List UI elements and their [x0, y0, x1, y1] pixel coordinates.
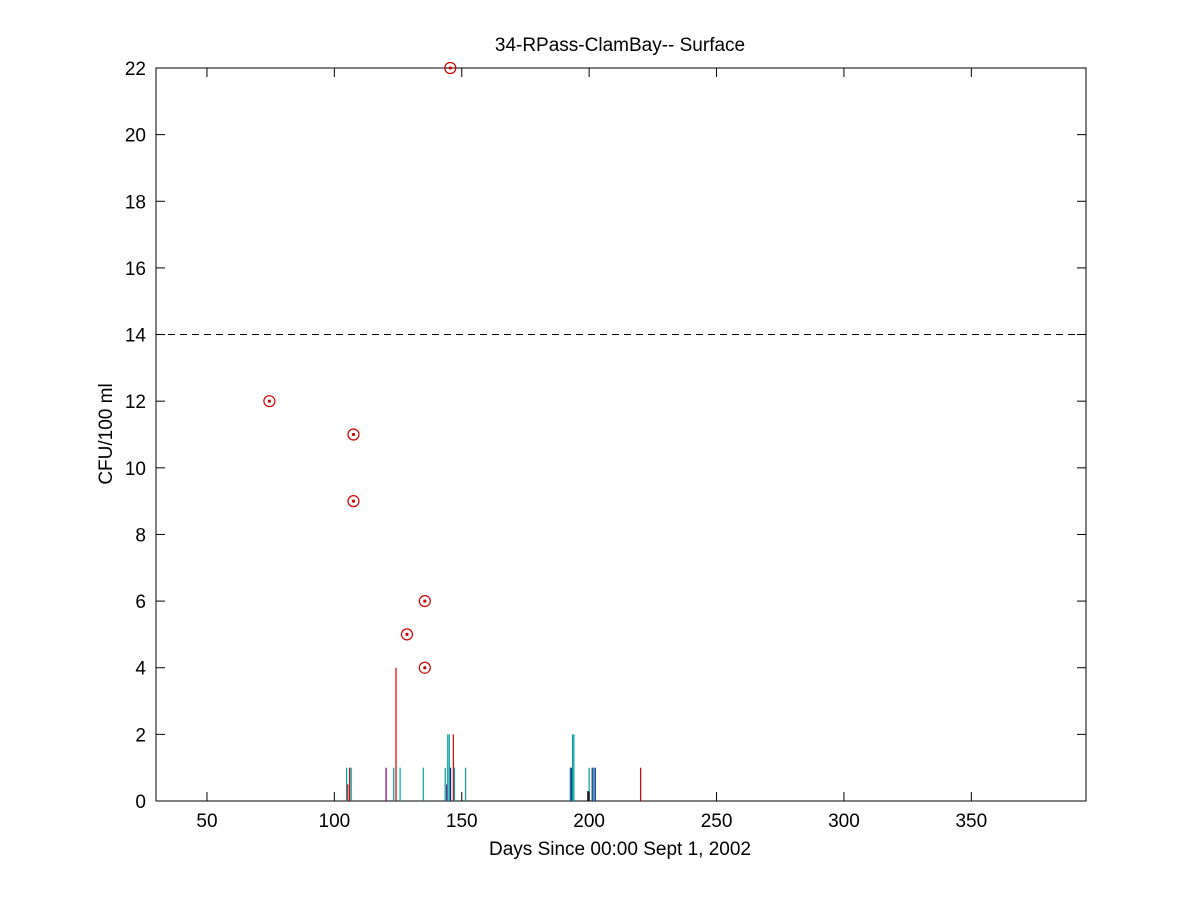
data-point	[418, 594, 431, 608]
y-tick-label: 20	[125, 126, 146, 147]
chart-title: 34-RPass-ClamBay-- Surface	[495, 35, 745, 56]
y-tick-label: 0	[135, 792, 146, 813]
stem-marks-group	[345, 667, 642, 801]
data-point	[418, 661, 431, 674]
plot-area-frame	[155, 67, 1087, 802]
y-tick-label: 6	[135, 592, 146, 613]
data-point	[400, 628, 414, 641]
x-tick-label: 150	[446, 811, 478, 832]
y-tick-label: 16	[125, 259, 146, 280]
data-points-group	[263, 61, 457, 674]
x-tick-label: 300	[828, 811, 860, 832]
x-tick-label: 200	[573, 811, 605, 832]
y-axis-ticks: 0 2 4 6 8 10 12 14 16 18 20 22	[125, 59, 1086, 813]
data-point	[347, 495, 360, 508]
y-tick-label: 4	[135, 659, 146, 680]
y-tick-label: 8	[135, 525, 146, 546]
data-point	[347, 428, 360, 441]
data-point	[444, 61, 457, 75]
x-tick-label: 50	[196, 811, 217, 832]
x-axis-ticks: 50 100 150 200 250 300 350	[196, 68, 987, 832]
y-tick-label: 2	[135, 725, 146, 746]
y-tick-label: 22	[125, 59, 146, 80]
y-tick-label: 12	[125, 392, 146, 413]
x-tick-label: 100	[319, 811, 351, 832]
y-tick-label: 14	[125, 326, 147, 347]
x-axis-label: Days Since 00:00 Sept 1, 2002	[489, 839, 751, 860]
x-tick-label: 250	[701, 811, 733, 832]
x-tick-label: 350	[955, 811, 987, 832]
y-tick-label: 10	[125, 459, 146, 480]
y-tick-label: 18	[125, 192, 146, 213]
data-point	[263, 395, 276, 408]
y-axis-label: CFU/100 ml	[96, 383, 117, 484]
